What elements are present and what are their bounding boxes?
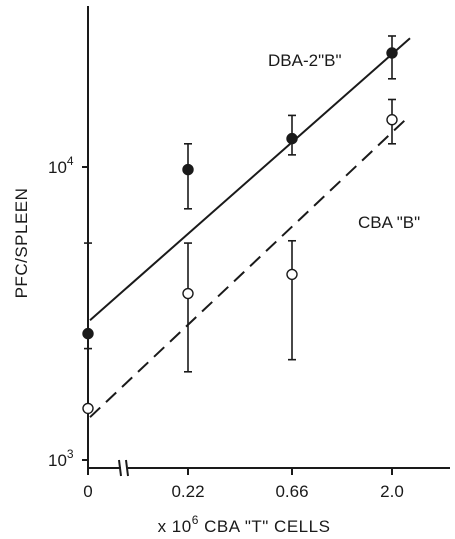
- x-tick-label: 0: [83, 482, 92, 501]
- point-filled: [82, 327, 94, 340]
- x-axis-break-mark: [118, 459, 122, 477]
- series-label: DBA-2"B": [268, 51, 341, 70]
- x-tick-label: 0.66: [275, 482, 308, 501]
- fit-lines: [89, 37, 411, 418]
- data-points: [82, 47, 398, 415]
- point-open: [182, 287, 194, 300]
- x-tick-label: 2.0: [380, 482, 404, 501]
- x-axis-break-mark: [125, 459, 129, 477]
- series-label: CBA "B": [358, 213, 420, 232]
- point-open: [386, 114, 398, 126]
- fit-line-cba-b: [89, 114, 411, 418]
- x-axis-label: x 106 CBA "T" CELLS: [158, 513, 331, 536]
- point-filled: [182, 163, 194, 176]
- axes: [82, 6, 450, 477]
- point-filled: [386, 47, 398, 59]
- y-tick-label: 103: [48, 447, 74, 470]
- fit-line-dba2-b: [89, 37, 411, 321]
- point-filled: [286, 132, 298, 145]
- labels: 0 0.22 0.66 2.0 103 104 PFC/SPLEEN x 106 CBA "T…: [12, 51, 420, 536]
- y-axis-label: PFC/SPLEEN: [12, 188, 31, 299]
- x-tick-label: 0.22: [171, 482, 204, 501]
- point-open: [286, 268, 298, 281]
- y-tick-label: 104: [48, 154, 74, 177]
- point-open: [82, 402, 94, 415]
